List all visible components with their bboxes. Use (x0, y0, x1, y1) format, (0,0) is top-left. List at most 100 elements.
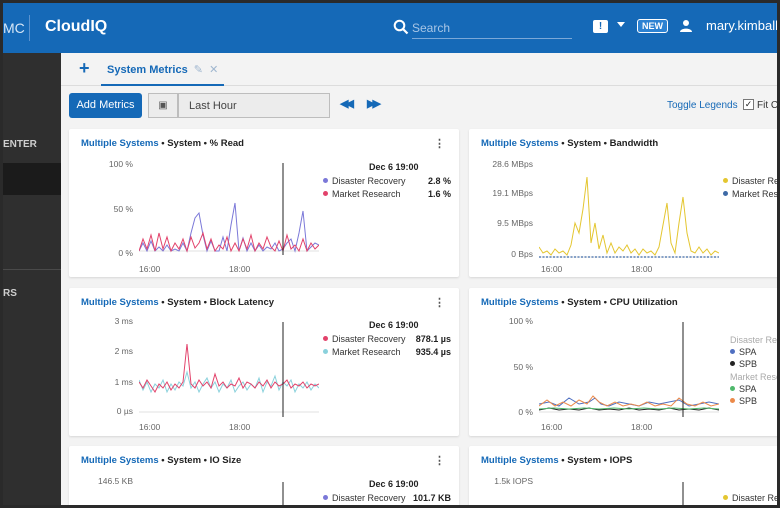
tab-system-metrics[interactable]: System Metrics ✎ ✕ (101, 53, 225, 86)
chart-panel-read: Multiple Systems • System • % Read ⋮ 100… (69, 129, 459, 277)
legend-dot (323, 495, 328, 500)
series-mr-latency (139, 370, 319, 394)
chart-panel-iops: Multiple Systems • System • IOPS 1.5k IO… (469, 446, 777, 508)
legend-dot (323, 178, 328, 183)
brand-logo[interactable]: CloudIQ (45, 18, 108, 35)
bandwidth-chart[interactable] (539, 163, 719, 263)
legend-date: Dec 6 19:00 (369, 162, 419, 172)
legend-item[interactable]: SPB (730, 359, 757, 369)
series-mr-spb (539, 395, 719, 407)
series-mr-spa (539, 407, 719, 410)
legend-item[interactable]: Disaster Recovery (323, 493, 406, 503)
y-tick-label: 1 ms (114, 377, 133, 387)
legend-dot (730, 386, 735, 391)
panel-title: Multiple Systems • System • IO Size (81, 455, 241, 466)
calendar-icon[interactable]: ▣ (148, 93, 178, 118)
legend-dot (323, 349, 328, 354)
alert-icon[interactable]: ! (593, 20, 608, 33)
tab-bar: + System Metrics ✎ ✕ (61, 53, 777, 86)
add-tab-icon[interactable]: + (79, 58, 90, 78)
toggle-legends-link[interactable]: Toggle Legends (667, 100, 738, 111)
chevron-down-icon[interactable] (617, 22, 625, 27)
legend-group-label: Disaster Reco (730, 335, 778, 345)
sidebar-item-active[interactable] (3, 163, 61, 195)
sidebar: ENTER RS (3, 53, 61, 505)
close-icon[interactable]: ✕ (209, 64, 219, 76)
top-bar: MC CloudIQ ! NEW mary.kimball@ (3, 3, 778, 53)
legend-item[interactable]: SPB (730, 396, 757, 406)
panel-metric-path: • System • Block Latency (158, 297, 275, 308)
legend-value: 878.1 µs (415, 334, 451, 344)
search-input[interactable] (412, 17, 572, 39)
search-icon[interactable] (393, 19, 409, 40)
sidebar-section-label[interactable]: RS (3, 288, 17, 299)
y-tick-label: 146.5 KB (98, 476, 133, 486)
add-metrics-button[interactable]: Add Metrics (69, 93, 142, 118)
tab-label: System Metrics (107, 64, 188, 76)
panel-title: Multiple Systems • System • CPU Utilizat… (481, 297, 678, 308)
legend-dot (323, 191, 328, 196)
sidebar-section-label[interactable]: ENTER (3, 139, 37, 150)
user-menu[interactable]: mary.kimball@ (706, 18, 778, 33)
legend-label: Market Resea (732, 189, 779, 199)
fast-forward-icon[interactable]: ▶▶ (367, 98, 381, 110)
io-size-chart[interactable] (139, 482, 319, 508)
panel-metric-path: • System • IO Size (158, 455, 242, 466)
panel-system-link[interactable]: Multiple Systems (481, 138, 559, 149)
x-tick-label: 16:00 (139, 264, 161, 274)
legend-value: 2.8 % (427, 176, 451, 186)
x-tick-label: 16:00 (139, 422, 161, 432)
chart-panel-block-latency: Multiple Systems • System • Block Latenc… (69, 288, 459, 436)
panel-system-link[interactable]: Multiple Systems (81, 455, 159, 466)
iops-chart[interactable] (539, 482, 719, 508)
legend-value: 101.7 KB (412, 493, 451, 503)
legend-label: Disaster Recovery (332, 493, 406, 503)
rewind-icon[interactable]: ◀◀ (340, 98, 354, 110)
legend-dot (723, 178, 728, 183)
fit-charts-label: Fit Cha (757, 100, 779, 111)
legend-dot (723, 191, 728, 196)
panel-metric-path: • System • % Read (158, 138, 244, 149)
read-chart[interactable] (139, 163, 319, 263)
legend-item[interactable]: Disaster Reco (723, 493, 777, 503)
legend-date: Dec 6 19:00 (369, 320, 419, 330)
legend-item[interactable]: Market Resea (723, 189, 779, 199)
panel-system-link[interactable]: Multiple Systems (81, 297, 159, 308)
new-badge[interactable]: NEW (637, 19, 668, 33)
panel-system-link[interactable]: Multiple Systems (481, 297, 559, 308)
more-icon[interactable]: ⋮ (434, 138, 445, 150)
y-tick-label: 28.6 MBps (492, 159, 533, 169)
x-tick-label: 18:00 (229, 264, 251, 274)
legend-item[interactable]: Disaster Reco (723, 176, 777, 186)
panel-system-link[interactable]: Multiple Systems (481, 455, 559, 466)
cpu-chart[interactable] (539, 322, 719, 422)
y-tick-label: 50 % (113, 204, 133, 214)
legend-group-label: Market Resea (730, 372, 777, 382)
legend-item[interactable]: SPA (730, 347, 756, 357)
panel-system-link[interactable]: Multiple Systems (81, 138, 159, 149)
y-tick-label: 100 % (108, 159, 133, 169)
x-tick-label: 18:00 (631, 264, 653, 274)
user-icon[interactable] (679, 19, 693, 38)
legend-label: Market Research (332, 189, 401, 199)
legend-item[interactable]: Market Research (323, 347, 401, 357)
y-tick-label: 0 % (518, 407, 533, 417)
legend-dot (730, 361, 735, 366)
legend-item[interactable]: SPA (730, 384, 756, 394)
legend-label: Disaster Recovery (332, 176, 406, 186)
y-tick-label: 19.1 MBps (492, 188, 533, 198)
legend-item[interactable]: Disaster Recovery (323, 334, 406, 344)
fit-charts-checkbox[interactable]: ✓ (743, 99, 754, 110)
brand-prefix: MC (3, 20, 25, 36)
time-range-input[interactable]: Last Hour (178, 93, 330, 118)
legend-value: 1.6 % (427, 189, 451, 199)
more-icon[interactable]: ⋮ (434, 297, 445, 309)
latency-chart[interactable] (139, 322, 319, 422)
legend-item[interactable]: Disaster Recovery (323, 176, 406, 186)
legend-item[interactable]: Market Research (323, 189, 401, 199)
more-icon[interactable]: ⋮ (434, 455, 445, 467)
legend-dot (730, 349, 735, 354)
y-tick-label: 100 % (508, 316, 533, 326)
panel-title: Multiple Systems • System • Block Latenc… (81, 297, 274, 308)
pencil-icon[interactable]: ✎ (193, 64, 203, 76)
